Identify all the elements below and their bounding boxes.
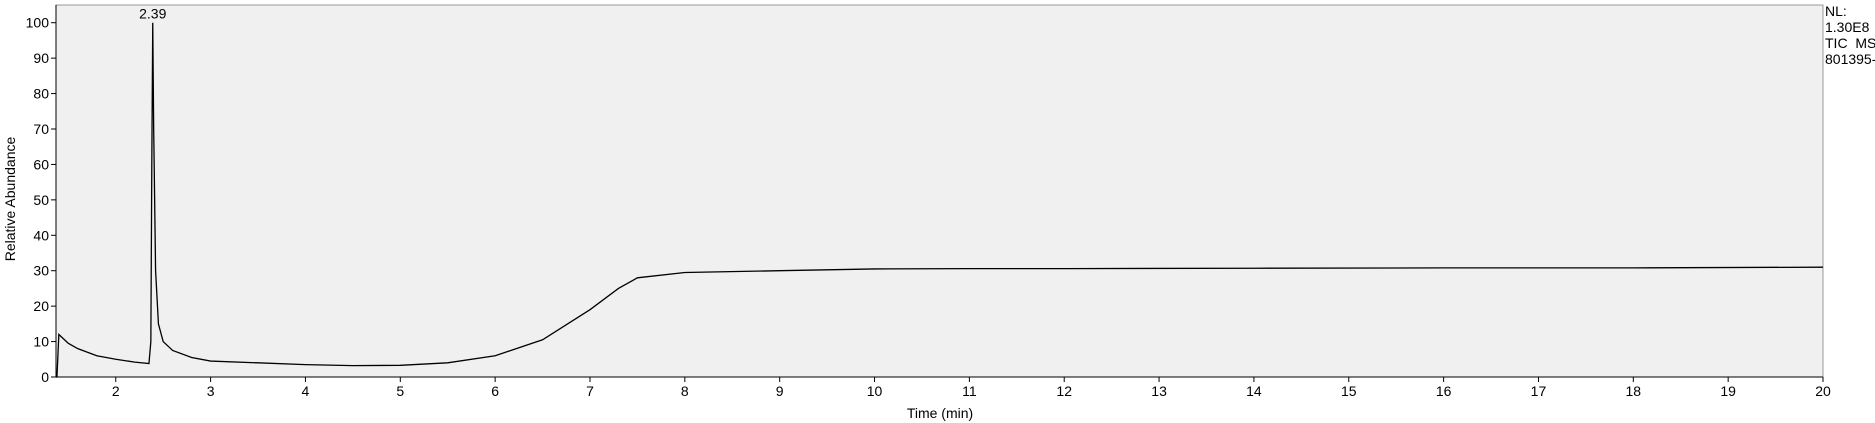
x-tick-label: 15: [1341, 383, 1357, 399]
peak-label: 2.39: [139, 6, 166, 22]
y-tick-label: 60: [33, 156, 49, 172]
side-label: NL:: [1825, 3, 1847, 19]
x-tick-label: 8: [681, 383, 689, 399]
x-tick-label: 13: [1151, 383, 1167, 399]
x-tick-label: 4: [302, 383, 310, 399]
y-tick-label: 80: [33, 86, 49, 102]
y-tick-label: 100: [26, 15, 50, 31]
x-tick-label: 5: [396, 383, 404, 399]
x-tick-label: 12: [1056, 383, 1072, 399]
x-tick-label: 17: [1531, 383, 1547, 399]
x-tick-label: 19: [1720, 383, 1736, 399]
side-label: TIC MS: [1825, 35, 1875, 51]
y-axis-label: Relative Abundance: [2, 137, 18, 262]
x-tick-label: 14: [1246, 383, 1262, 399]
x-tick-label: 16: [1436, 383, 1452, 399]
y-tick-label: 70: [33, 121, 49, 137]
y-tick-label: 0: [41, 369, 49, 385]
y-tick-label: 50: [33, 192, 49, 208]
y-tick-label: 20: [33, 298, 49, 314]
plot-area: [55, 4, 1824, 378]
x-tick-label: 9: [776, 383, 784, 399]
x-tick-label: 6: [491, 383, 499, 399]
x-tick-label: 3: [207, 383, 215, 399]
y-tick-label: 10: [33, 334, 49, 350]
y-tick-label: 40: [33, 227, 49, 243]
x-tick-label: 20: [1815, 383, 1831, 399]
x-tick-label: 11: [962, 383, 977, 399]
side-label: 1.30E8: [1825, 19, 1870, 35]
x-tick-label: 7: [586, 383, 594, 399]
trace: [56, 22, 1824, 378]
x-axis-label: Time (min): [907, 405, 973, 421]
x-tick-label: 18: [1626, 383, 1642, 399]
x-tick-label: 2: [112, 383, 120, 399]
y-tick-label: 30: [33, 263, 49, 279]
side-label: 801395-: [1825, 51, 1875, 67]
y-tick-label: 90: [33, 50, 49, 66]
x-tick-label: 10: [867, 383, 883, 399]
